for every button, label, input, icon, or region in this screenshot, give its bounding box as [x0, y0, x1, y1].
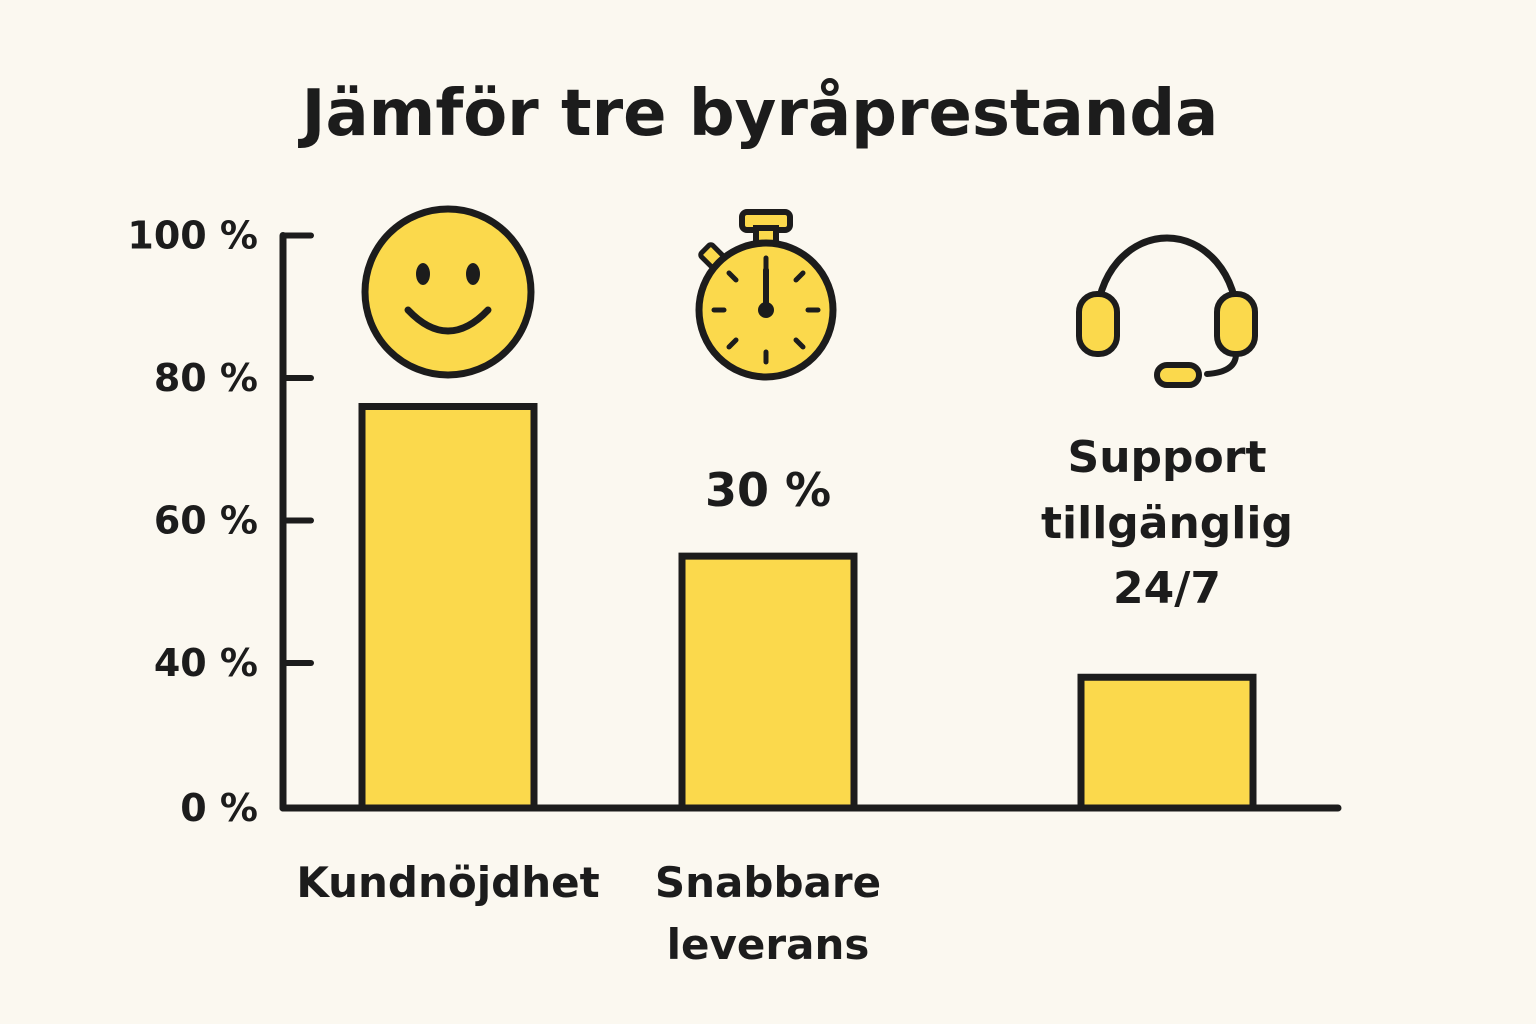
y-axis-ticks: 0 % 40 % 60 % 80 % 100 %	[127, 214, 314, 830]
headset-icon	[1076, 234, 1258, 388]
y-tick-label: 60 %	[154, 499, 258, 543]
annotation-support-line-2: tillgänglig	[1041, 498, 1293, 549]
annotation-support-line-3: 24/7	[1113, 563, 1221, 614]
annotation-support: Support tillgänglig 24/7	[1041, 432, 1293, 614]
annotation-support-line-1: Support	[1068, 432, 1267, 483]
bar	[1077, 673, 1257, 812]
chart-title: Jämför tre byråprestanda	[298, 77, 1219, 151]
category-labels: Kundnöjdhet Snabbare leverans	[296, 858, 881, 969]
y-tick-label: 100 %	[127, 214, 258, 258]
x-tick-label: leverans	[667, 920, 870, 969]
bar	[678, 552, 858, 812]
y-tick-label: 0 %	[180, 786, 258, 830]
y-tick-label: 80 %	[154, 356, 258, 400]
x-tick-label: Kundnöjdhet	[296, 858, 599, 907]
bar	[358, 403, 538, 812]
x-tick-label: Snabbare	[655, 858, 881, 907]
stopwatch-icon	[695, 209, 837, 381]
bars	[358, 403, 1257, 812]
annotation-delivery-value: 30 %	[705, 463, 831, 517]
smiley-icon	[361, 205, 535, 379]
y-tick-label: 40 %	[154, 641, 258, 685]
